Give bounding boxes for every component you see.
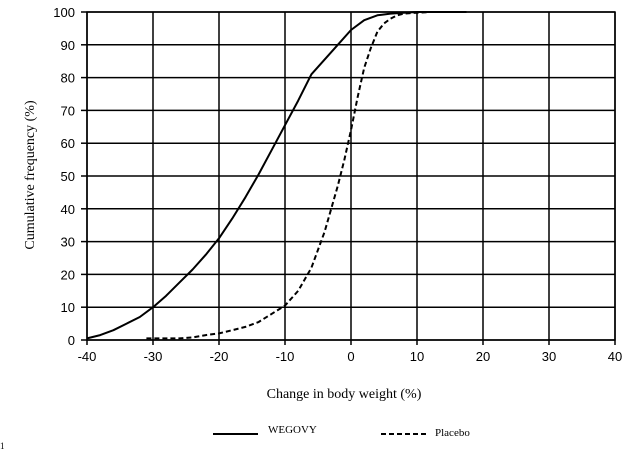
y-tick-label: 70 <box>61 103 75 118</box>
y-tick-label: 40 <box>61 202 75 217</box>
x-tick-label: 20 <box>476 349 490 364</box>
x-axis-label: Change in body weight (%) <box>267 387 422 402</box>
x-tick-label: 30 <box>542 349 556 364</box>
x-tick-label: 40 <box>608 349 622 364</box>
x-tick-label: 0 <box>347 349 354 364</box>
y-tick-label: 20 <box>61 267 75 282</box>
y-tick-label: 50 <box>61 169 75 184</box>
y-axis-label: Cumulative frequency (%) <box>23 100 38 250</box>
x-tick-label: -40 <box>78 349 97 364</box>
series-group <box>86 11 467 340</box>
x-tick-label: -30 <box>144 349 163 364</box>
y-tick-label: 60 <box>61 136 75 151</box>
legend: WEGOVY Placebo <box>213 424 470 439</box>
y-axis-ticks: 0 10 20 30 40 50 60 70 80 90 100 <box>53 5 87 348</box>
x-tick-label: -20 <box>210 349 229 364</box>
x-axis-ticks: -40 -30 -20 -10 0 10 20 30 40 <box>78 340 622 364</box>
x-tick-label: 10 <box>410 349 424 364</box>
y-tick-label: 90 <box>61 38 75 53</box>
series-line-placebo <box>146 11 467 340</box>
y-tick-label: 10 <box>61 300 75 315</box>
y-tick-label: 30 <box>61 235 75 250</box>
footnote-marker: 1 <box>0 441 5 451</box>
x-tick-label: -10 <box>276 349 295 364</box>
series-line-wegovy <box>86 11 467 340</box>
y-tick-label: 100 <box>53 5 75 20</box>
y-tick-label: 80 <box>61 71 75 86</box>
legend-label-placebo: Placebo <box>435 427 470 439</box>
legend-label-wegovy: WEGOVY <box>268 424 317 436</box>
grid <box>86 11 616 341</box>
y-tick-label: 0 <box>68 333 75 348</box>
